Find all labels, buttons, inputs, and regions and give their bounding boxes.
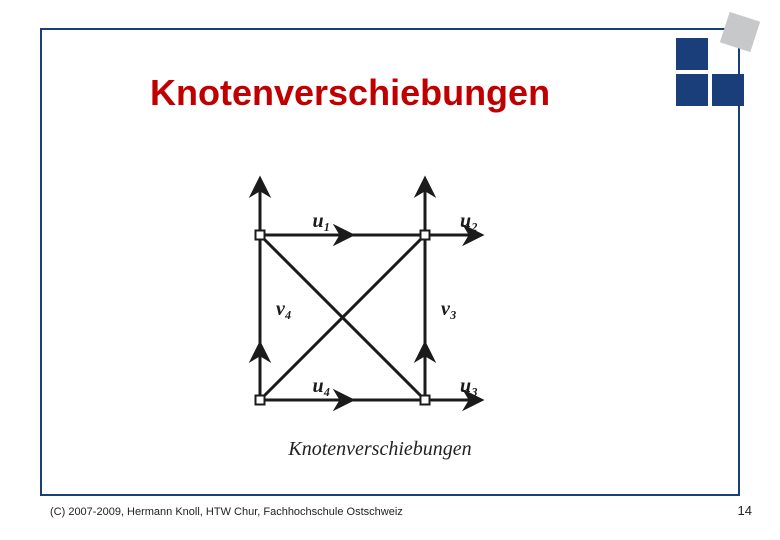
logo-square-br [712,74,744,106]
diagram-svg: u₁u₄v₁v₂u₂v₄v₃u₃ [200,155,560,425]
page-number: 14 [738,503,752,518]
figure: u₁u₄v₁v₂u₂v₄v₃u₃ Knotenverschiebungen [200,155,560,465]
logo-square-tilted [720,12,760,52]
svg-text:u₂: u₂ [460,210,478,232]
svg-text:u₁: u₁ [313,210,331,232]
figure-caption: Knotenverschiebungen [200,438,560,461]
logo-square-tl [676,38,708,70]
svg-text:u₃: u₃ [460,375,478,397]
slide-title: Knotenverschiebungen [150,72,550,114]
logo [668,18,758,108]
svg-text:v₄: v₄ [276,298,292,320]
footer-text: (C) 2007-2009, Hermann Knoll, HTW Chur, … [50,506,403,518]
svg-text:v₃: v₃ [441,298,457,320]
logo-square-bl [676,74,708,106]
svg-text:u₄: u₄ [313,375,331,397]
